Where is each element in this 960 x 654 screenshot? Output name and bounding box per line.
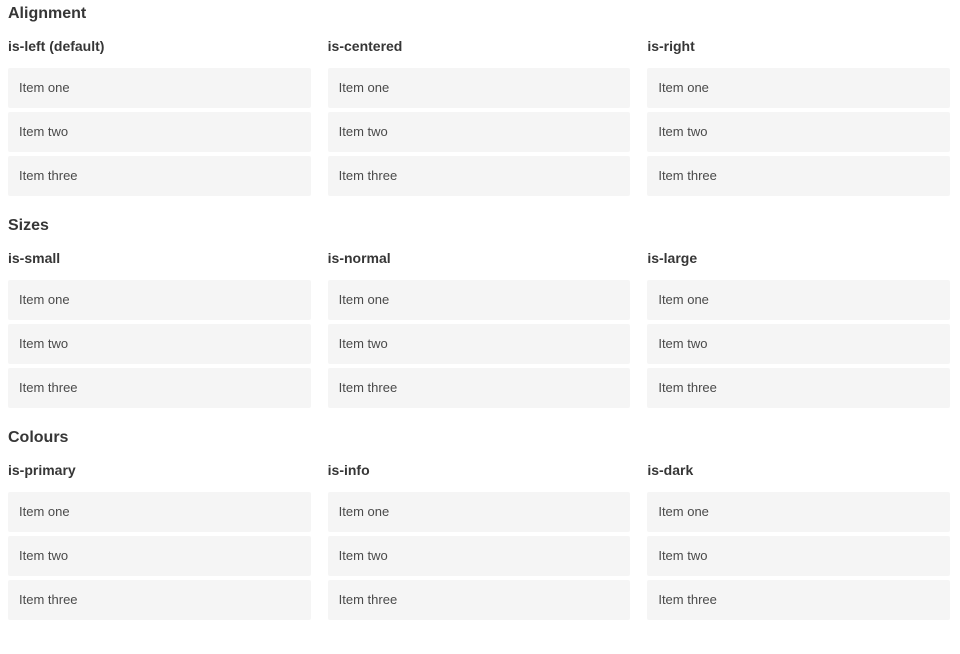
colours-grid: is-primary Item one Item two Item three …: [8, 448, 950, 624]
section-title: Colours: [8, 429, 69, 446]
list-item: Item three: [8, 156, 311, 196]
group-label: is-centered: [327, 38, 403, 54]
list-item: Item three: [327, 368, 631, 408]
list-item: Item two: [647, 324, 950, 364]
group-label: is-primary: [8, 462, 76, 478]
list-item: Item two: [327, 112, 631, 152]
list-item: Item one: [8, 280, 311, 320]
list-item: Item three: [8, 580, 311, 620]
group-label: is-dark: [647, 462, 694, 478]
group-is-left: is-left (default) Item one Item two Item…: [8, 24, 311, 200]
group-label: is-info: [327, 462, 370, 478]
group-is-large: is-large Item one Item two Item three: [647, 236, 950, 412]
group-is-info: is-info Item one Item two Item three: [327, 448, 631, 624]
list-item: Item three: [8, 368, 311, 408]
sizes-grid: is-small Item one Item two Item three is…: [8, 236, 950, 412]
group-is-primary: is-primary Item one Item two Item three: [8, 448, 311, 624]
list-item: Item one: [8, 492, 311, 532]
list-item: Item one: [647, 280, 950, 320]
alignment-grid: is-left (default) Item one Item two Item…: [8, 24, 950, 200]
list-item: Item three: [647, 580, 950, 620]
section-sizes: Sizes is-small Item one Item two Item th…: [8, 216, 950, 412]
list-item: Item two: [327, 324, 631, 364]
list-item: Item two: [647, 112, 950, 152]
block-list-primary: Item one Item two Item three: [8, 492, 311, 620]
block-list-left: Item one Item two Item three: [8, 68, 311, 196]
group-label: is-small: [8, 250, 61, 266]
group-label: is-large: [647, 250, 698, 266]
list-item: Item one: [647, 492, 950, 532]
list-item: Item three: [647, 368, 950, 408]
list-item: Item three: [327, 156, 631, 196]
list-item: Item two: [647, 536, 950, 576]
list-item: Item one: [327, 68, 631, 108]
page: Alignment is-left (default) Item one Ite…: [8, 4, 950, 624]
block-list-dark: Item one Item two Item three: [647, 492, 950, 620]
group-is-small: is-small Item one Item two Item three: [8, 236, 311, 412]
list-item: Item three: [647, 156, 950, 196]
section-title: Alignment: [8, 5, 87, 22]
group-is-right: is-right Item one Item two Item three: [647, 24, 950, 200]
section-title: Sizes: [8, 217, 49, 234]
list-item: Item two: [8, 536, 311, 576]
block-list-large: Item one Item two Item three: [647, 280, 950, 408]
group-label: is-right: [647, 38, 695, 54]
list-item: Item two: [8, 324, 311, 364]
group-is-normal: is-normal Item one Item two Item three: [327, 236, 631, 412]
section-colours: Colours is-primary Item one Item two Ite…: [8, 428, 950, 624]
list-item: Item one: [327, 280, 631, 320]
block-list-info: Item one Item two Item three: [327, 492, 631, 620]
group-label: is-normal: [327, 250, 391, 266]
block-list-small: Item one Item two Item three: [8, 280, 311, 408]
section-alignment: Alignment is-left (default) Item one Ite…: [8, 4, 950, 200]
list-item: Item two: [8, 112, 311, 152]
list-item: Item two: [327, 536, 631, 576]
list-item: Item one: [327, 492, 631, 532]
list-item: Item one: [647, 68, 950, 108]
list-item: Item one: [8, 68, 311, 108]
group-is-dark: is-dark Item one Item two Item three: [647, 448, 950, 624]
group-is-centered: is-centered Item one Item two Item three: [327, 24, 631, 200]
block-list-right: Item one Item two Item three: [647, 68, 950, 196]
group-label: is-left (default): [8, 38, 105, 54]
list-item: Item three: [327, 580, 631, 620]
block-list-normal: Item one Item two Item three: [327, 280, 631, 408]
block-list-centered: Item one Item two Item three: [327, 68, 631, 196]
